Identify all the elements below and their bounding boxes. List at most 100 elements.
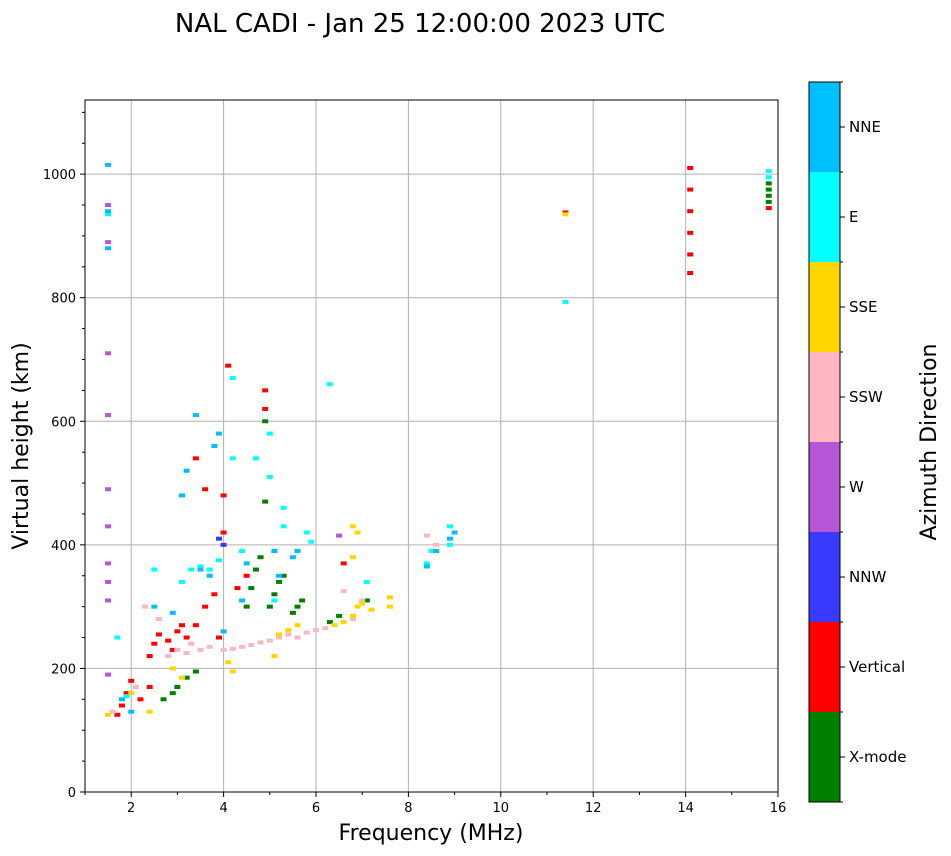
point-vertical [179, 623, 186, 628]
colorbar-label: SSE [849, 298, 878, 316]
x-tick-label: 6 [312, 801, 320, 816]
plot-frame [84, 99, 779, 793]
point-e [765, 169, 772, 174]
point-ssw [257, 640, 264, 645]
point-sse [562, 212, 569, 217]
point-ssw [239, 644, 246, 649]
point-vertical [155, 632, 162, 637]
point-vertical [192, 456, 199, 461]
point-ssw [174, 647, 181, 652]
colorbar-label: W [849, 478, 864, 496]
point-sse [285, 628, 292, 633]
point-x-mode [160, 697, 167, 702]
point-e [363, 579, 370, 584]
point-ssw [165, 654, 172, 659]
point-w [105, 240, 112, 245]
point-x-mode [174, 684, 181, 689]
colorbar-segment [809, 622, 840, 712]
point-ssw [266, 638, 273, 643]
point-nne [423, 564, 430, 569]
point-x-mode [336, 613, 343, 618]
point-nne [105, 162, 112, 167]
y-tick-label: 400 [51, 539, 76, 554]
point-ssw [220, 647, 227, 652]
x-tick-label: 12 [585, 801, 602, 816]
colorbar-segment [809, 532, 840, 622]
point-x-mode [192, 669, 199, 674]
point-nne [276, 573, 283, 578]
point-nne [294, 549, 301, 554]
point-vertical [220, 493, 227, 498]
point-x-mode [266, 604, 273, 609]
colorbar-segment [809, 82, 840, 172]
point-vertical [118, 703, 125, 708]
point-e [252, 456, 259, 461]
colorbar-label: NNW [849, 568, 886, 586]
y-tick-label: 800 [51, 292, 76, 307]
point-e [280, 524, 287, 529]
point-e [280, 505, 287, 510]
point-e [206, 567, 213, 572]
point-vertical [765, 206, 772, 211]
point-e [423, 561, 430, 566]
point-vertical [687, 271, 694, 275]
point-sse [271, 654, 278, 659]
point-x-mode [765, 193, 772, 198]
point-e [446, 542, 453, 547]
colorbar-label: E [849, 208, 858, 226]
point-ssw [303, 630, 310, 635]
point-e [308, 539, 315, 544]
point-ssw [294, 635, 301, 640]
y-tick-label: 1000 [43, 168, 76, 183]
point-nne [206, 573, 213, 578]
point-ssw [340, 589, 347, 594]
grid-lines [85, 100, 779, 792]
point-nne [220, 629, 227, 634]
point-e [303, 530, 310, 535]
point-e [229, 376, 236, 381]
point-vertical [687, 165, 694, 170]
azimuth-colorbar: X-mode Vertical NNW W SSW SSE E NNE [809, 81, 906, 803]
point-w [105, 203, 112, 208]
point-vertical [202, 604, 209, 609]
point-sse [146, 709, 153, 714]
point-ssw [313, 628, 319, 633]
point-x-mode [326, 620, 333, 625]
point-sse [225, 660, 232, 665]
point-sse [386, 595, 393, 600]
point-w [105, 413, 112, 418]
point-nne [243, 561, 250, 566]
point-sse [229, 669, 236, 674]
point-nne [289, 555, 296, 560]
colorbar-segment [809, 712, 840, 802]
point-ssw [229, 646, 236, 651]
point-ssw [206, 644, 213, 649]
point-vertical [262, 388, 269, 393]
point-ssw [359, 598, 366, 603]
point-x-mode [243, 604, 250, 609]
point-x-mode [262, 419, 269, 424]
point-x-mode [363, 598, 370, 603]
point-e [215, 558, 222, 563]
point-sse [349, 524, 356, 529]
colorbar-label: X-mode [849, 748, 906, 766]
point-e [114, 635, 121, 640]
x-axis-ticks: 2 4 6 8 10 12 14 16 [84, 792, 786, 816]
point-x-mode [765, 199, 772, 204]
point-x-mode [765, 187, 772, 192]
point-nne [446, 536, 453, 541]
point-sse [276, 632, 283, 637]
point-nne [239, 598, 246, 603]
point-ssw [197, 647, 204, 652]
point-x-mode [248, 586, 255, 591]
point-ssw [276, 635, 283, 640]
point-w [105, 561, 112, 566]
point-w [336, 533, 343, 538]
point-vertical [137, 697, 144, 702]
point-w [105, 487, 112, 492]
y-tick-label: 600 [51, 415, 76, 430]
point-sse [386, 604, 393, 609]
point-sse [354, 530, 361, 535]
point-nne [183, 468, 190, 473]
